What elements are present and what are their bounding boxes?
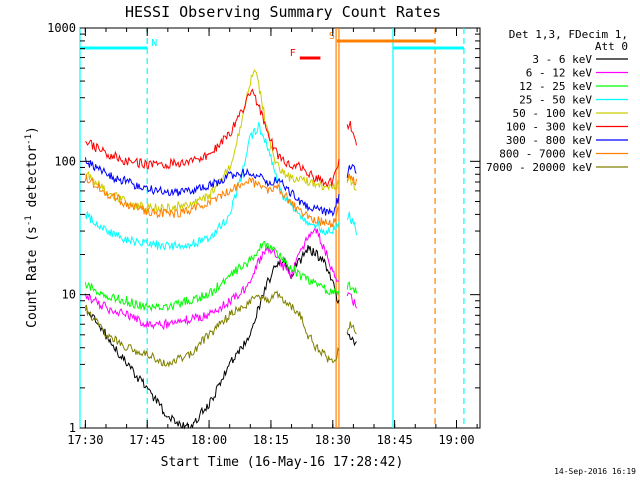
y-axis-label-sup1: -1 bbox=[24, 215, 34, 226]
series-line-5 bbox=[85, 90, 356, 187]
plot-area: N F S 17:30 17:45 18:00 18:15 18:30 18:45 19:00 1… bbox=[47, 21, 480, 447]
y-axis-label-main: Count Rate (s bbox=[25, 226, 40, 328]
x-tick-label-4: 18:30 bbox=[315, 433, 351, 447]
y-axis-label-mid: detector bbox=[25, 145, 40, 216]
legend-label-5: 100 - 300 keV bbox=[506, 121, 592, 134]
x-tick-label-3: 18:15 bbox=[253, 433, 289, 447]
legend-items: 3 - 6 keV6 - 12 keV12 - 25 keV25 - 50 ke… bbox=[486, 53, 628, 174]
y-tick-label-0: 1 bbox=[69, 421, 76, 435]
series-line-0 bbox=[85, 245, 356, 428]
footer-timestamp: 14-Sep-2016 16:19 bbox=[554, 467, 636, 476]
x-axis-label: Start Time (16-May-16 17:28:42) bbox=[161, 455, 404, 470]
plot-frame bbox=[80, 28, 480, 428]
y-axis-label-end: ) bbox=[25, 126, 40, 134]
annotations: N F S bbox=[80, 31, 464, 59]
legend-header-line2: Att 0 bbox=[595, 40, 628, 53]
legend-label-6: 300 - 800 keV bbox=[506, 134, 592, 147]
x-tick-label-6: 19:00 bbox=[438, 433, 474, 447]
legend: Det 1,3, FDecim 1, Att 0 3 - 6 keV6 - 12… bbox=[486, 28, 628, 174]
x-tick-label-5: 18:45 bbox=[377, 433, 413, 447]
legend-label-3: 25 - 50 keV bbox=[519, 94, 592, 107]
x-tick-label-1: 17:45 bbox=[129, 433, 165, 447]
vertical-markers bbox=[80, 28, 464, 428]
y-axis-label: Count Rate (s-1 detector-1) bbox=[24, 126, 40, 328]
annotation-label-F: F bbox=[290, 48, 296, 59]
y-tick-label-1: 10 bbox=[62, 288, 76, 302]
legend-label-0: 3 - 6 keV bbox=[532, 53, 592, 66]
legend-label-2: 12 - 25 keV bbox=[519, 80, 592, 93]
y-tick-label-3: 1000 bbox=[47, 21, 76, 35]
x-tick-label-0: 17:30 bbox=[67, 433, 103, 447]
legend-label-4: 50 - 100 keV bbox=[513, 107, 593, 120]
x-tick-label-2: 18:00 bbox=[191, 433, 227, 447]
y-axis-label-sup2: -1 bbox=[24, 134, 34, 145]
annotation-label-N: N bbox=[151, 38, 157, 49]
legend-label-7: 800 - 7000 keV bbox=[499, 148, 592, 161]
legend-label-1: 6 - 12 keV bbox=[526, 67, 593, 80]
y-tick-label-2: 100 bbox=[54, 154, 76, 168]
annotation-label-S: S bbox=[329, 31, 335, 42]
chart-title: HESSI Observing Summary Count Rates bbox=[125, 3, 441, 21]
legend-label-8: 7000 - 20000 keV bbox=[486, 161, 592, 174]
series-lines bbox=[85, 70, 356, 428]
